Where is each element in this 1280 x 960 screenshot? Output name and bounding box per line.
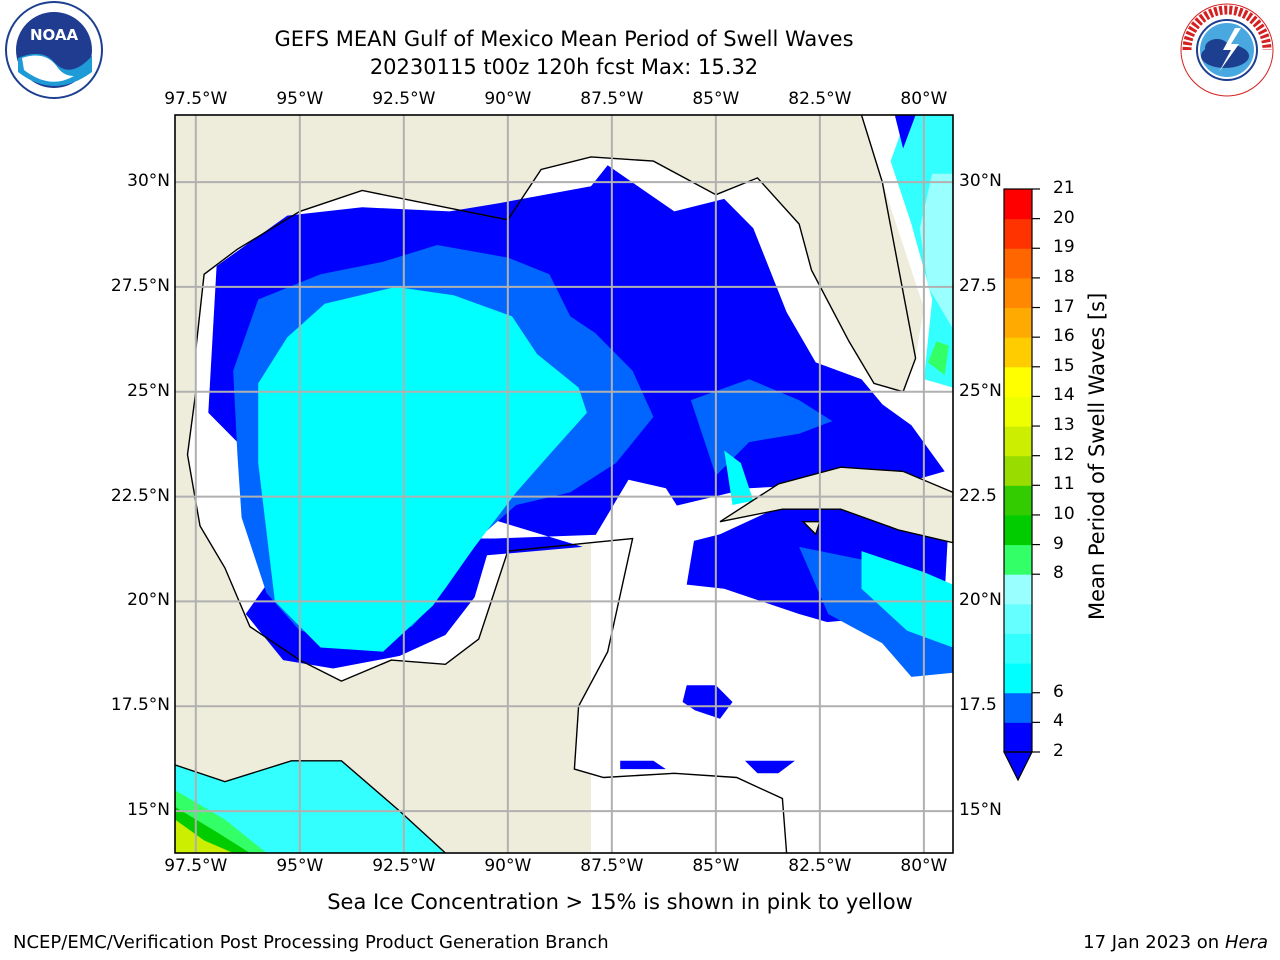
pacific-swell-13s (175, 819, 234, 853)
lat-label-right: 27.5 (959, 275, 997, 296)
lon-label-bottom: 80°W (900, 856, 948, 876)
colorbar-bin (1004, 633, 1032, 664)
lat-label-right: 15°N (959, 800, 1002, 821)
colorbar-bin (1004, 544, 1032, 575)
lon-label-top: 97.5°W (164, 89, 228, 109)
isla-juventud (801, 521, 821, 536)
colorbar-tick-label: 12 (1053, 444, 1075, 465)
colorbar-bin (1004, 426, 1032, 457)
lat-label-right: 17.5 (959, 695, 997, 716)
footer-date: 17 Jan 2023 on Hera (1083, 932, 1268, 953)
pacific-coastline (175, 760, 446, 853)
lat-label-right: 25°N (959, 380, 1002, 401)
colorbar-tick-label: 19 (1053, 237, 1075, 258)
lon-label-bottom: 82.5°W (788, 856, 852, 876)
colorbar-tick-label: 2 (1053, 741, 1064, 761)
swell-atlantic-dark (894, 115, 916, 149)
colorbar-tick-label: 15 (1053, 355, 1075, 376)
swell-patch-3 (745, 760, 795, 774)
cuba-land (719, 466, 953, 544)
lon-label-top: 92.5°W (372, 89, 436, 109)
swell-atlantic-10s (928, 341, 949, 375)
colorbar-bin (1004, 692, 1032, 723)
map-title: GEFS MEAN Gulf of Mexico Mean Period of … (274, 27, 854, 51)
lon-label-top: 80°W (900, 89, 948, 109)
lon-label-bottom: 92.5°W (372, 856, 436, 876)
colorbar-tick-label: 4 (1053, 711, 1064, 732)
swell-region-6s-carib (861, 551, 953, 648)
colorbar-tick-label: 17 (1053, 296, 1075, 317)
colorbar-bin (1004, 248, 1032, 279)
lat-label-right: 30°N (959, 171, 1002, 192)
footer-date-text: 17 Jan 2023 on (1083, 932, 1225, 953)
colorbar-tick-label: 6 (1053, 681, 1064, 702)
lat-label-left: 30°N (127, 171, 170, 192)
lat-label-left: 25°N (127, 380, 170, 401)
colorbar-bin (1004, 218, 1032, 249)
colorbar-bin (1004, 455, 1032, 486)
lat-label-left: 17.5°N (110, 695, 170, 716)
pacific-swell-8s (175, 760, 446, 853)
colorbar-bin (1004, 277, 1032, 309)
lat-label-right: 22.5 (959, 485, 997, 506)
lat-label-left: 27.5°N (110, 275, 170, 296)
lon-label-bottom: 90°W (484, 856, 532, 876)
footer-branch: NCEP/EMC/Verification Post Processing Pr… (13, 932, 609, 953)
colorbar-tick-label: 18 (1053, 266, 1075, 287)
map-subtitle: 20230115 t00z 120h fcst Max: 15.32 (369, 55, 759, 79)
swell-atlantic-9s (919, 173, 953, 329)
colorbar-bin (1004, 514, 1032, 546)
noaa-logo-text: NOAA (30, 26, 79, 44)
colorbar-bin (1004, 337, 1032, 368)
lat-label-left: 22.5°N (110, 485, 170, 506)
map-layers (175, 115, 953, 853)
lon-label-top: 87.5°W (580, 89, 644, 109)
map-frame (174, 114, 954, 854)
lon-label-bottom: 87.5°W (580, 856, 644, 876)
lat-label-left: 20°N (127, 590, 170, 611)
lon-label-top: 82.5°W (788, 89, 852, 109)
colorbar-bin (1004, 307, 1032, 338)
colorbar-tick-label: 16 (1053, 326, 1075, 347)
lon-label-bottom: 97.5°W (164, 856, 228, 876)
swell-patch-1 (682, 685, 733, 719)
us-coastline (195, 115, 917, 393)
lon-label-bottom: 95°W (276, 856, 324, 876)
colorbar-extend-arrow (1003, 751, 1033, 782)
colorbar-bin (1004, 366, 1032, 397)
caribbean-masked (591, 479, 953, 853)
swell-region-4s-east (690, 379, 833, 476)
nws-logo-icon (1180, 3, 1274, 97)
footer-host: Hera (1224, 932, 1268, 953)
colorbar-bin (1004, 485, 1032, 516)
colorbar-bin (1004, 663, 1032, 694)
colorbar-tick-label: 13 (1053, 415, 1075, 436)
colorbar-bin (1004, 722, 1032, 753)
colorbar-tick-label: 8 (1053, 563, 1064, 584)
colorbar-label: Mean Period of Swell Waves [s] (1085, 292, 1109, 620)
lat-label-right: 20°N (959, 590, 1002, 611)
lon-label-top: 95°W (276, 89, 324, 109)
sea-ice-note: Sea Ice Concentration > 15% is shown in … (327, 890, 913, 914)
colorbar-bin (1004, 189, 1032, 220)
colorbar-tick-label: 14 (1053, 385, 1075, 406)
colorbar-tick-label: 9 (1053, 533, 1064, 554)
colorbar-tick-label: 21 (1053, 178, 1075, 198)
swell-region-6s-yucatan (724, 450, 754, 505)
colorbar-tick-label: 20 (1053, 207, 1075, 228)
swell-region-6s (258, 286, 587, 652)
colorbar-tick-label: 11 (1053, 474, 1075, 495)
lat-label-left: 15°N (127, 800, 170, 821)
colorbar-bin (1004, 396, 1032, 427)
lon-label-top: 85°W (692, 89, 740, 109)
colorbar-bin (1004, 603, 1032, 634)
colorbar-tick-label: 10 (1053, 503, 1075, 524)
colorbar-bin (1004, 574, 1032, 605)
lon-label-bottom: 85°W (692, 856, 740, 876)
lon-label-top: 90°W (484, 89, 532, 109)
colorbar-frame (1003, 188, 1033, 753)
noaa-logo-icon: NOAA (5, 1, 103, 99)
swell-patch-2 (620, 760, 666, 770)
